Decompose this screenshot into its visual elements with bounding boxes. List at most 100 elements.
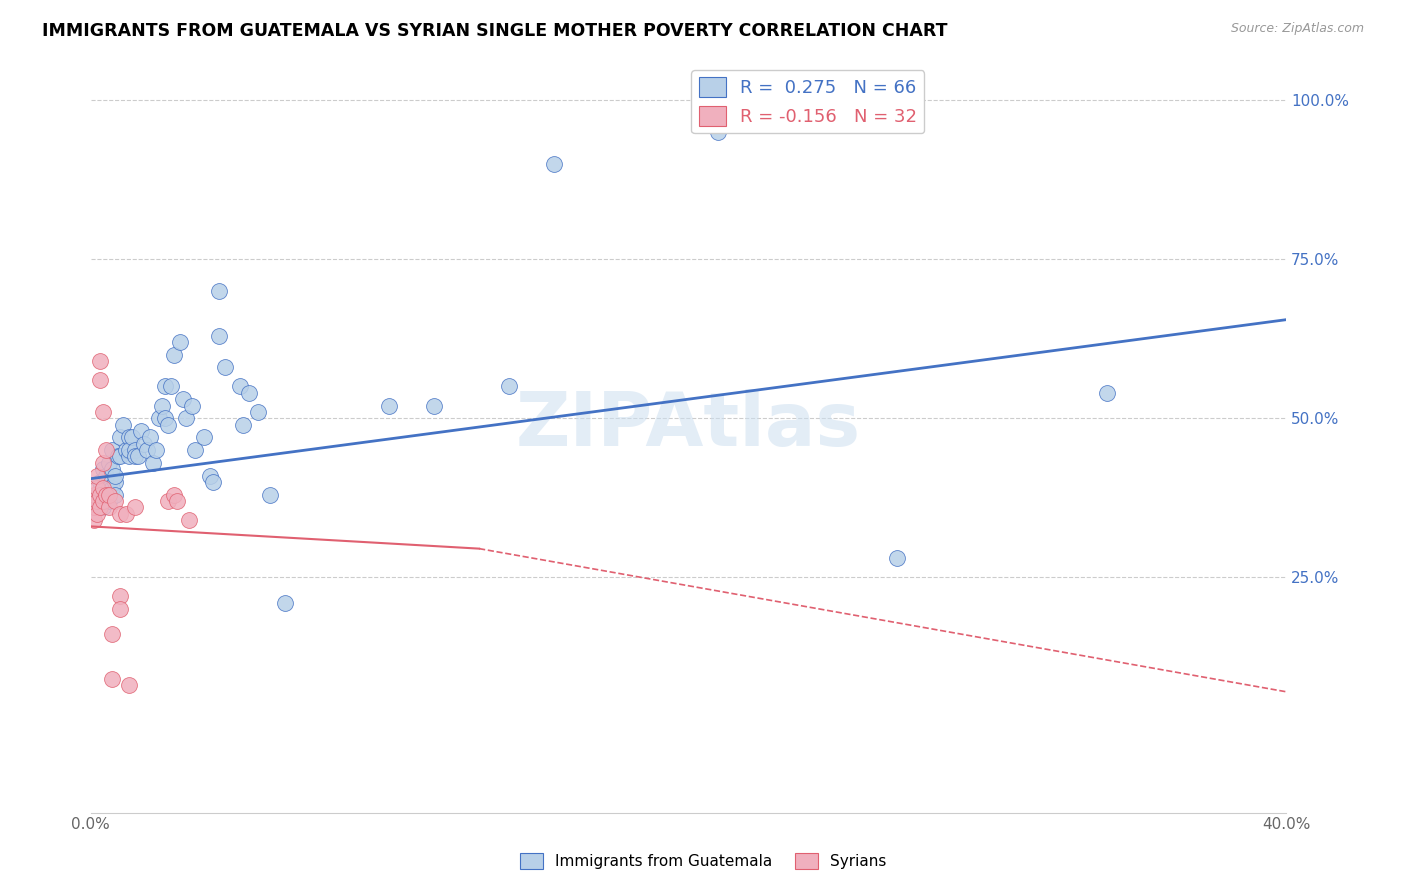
- Point: [134, 436, 156, 450]
- Legend: Immigrants from Guatemala, Syrians: Immigrants from Guatemala, Syrians: [513, 847, 893, 875]
- Point: [124, 500, 146, 515]
- Point: [110, 507, 132, 521]
- Point: [112, 417, 135, 432]
- Point: [157, 494, 180, 508]
- Point: [115, 443, 138, 458]
- Point: [229, 379, 252, 393]
- Point: [145, 443, 167, 458]
- Text: Source: ZipAtlas.com: Source: ZipAtlas.com: [1230, 22, 1364, 36]
- Point: [110, 430, 132, 444]
- Point: [83, 500, 105, 515]
- Point: [169, 334, 191, 349]
- Point: [91, 500, 114, 515]
- Point: [172, 392, 194, 407]
- Point: [110, 450, 132, 464]
- Point: [103, 468, 125, 483]
- Point: [118, 443, 141, 458]
- Point: [886, 551, 908, 566]
- Point: [97, 487, 120, 501]
- Point: [100, 481, 122, 495]
- Point: [238, 385, 260, 400]
- Point: [103, 487, 125, 501]
- Point: [115, 507, 138, 521]
- Point: [155, 411, 177, 425]
- Point: [97, 494, 120, 508]
- Point: [274, 596, 297, 610]
- Point: [86, 494, 108, 508]
- Point: [94, 487, 117, 501]
- Point: [193, 430, 215, 444]
- Point: [246, 405, 269, 419]
- Point: [110, 602, 132, 616]
- Point: [107, 450, 129, 464]
- Point: [163, 348, 186, 362]
- Point: [86, 481, 108, 495]
- Point: [94, 443, 117, 458]
- Point: [124, 450, 146, 464]
- Point: [202, 475, 225, 489]
- Point: [83, 513, 105, 527]
- Point: [97, 500, 120, 515]
- Point: [174, 411, 197, 425]
- Point: [127, 450, 149, 464]
- Point: [121, 430, 143, 444]
- Point: [184, 443, 207, 458]
- Point: [543, 157, 565, 171]
- Point: [94, 494, 117, 508]
- Point: [86, 487, 108, 501]
- Point: [259, 487, 281, 501]
- Point: [208, 284, 231, 298]
- Point: [91, 456, 114, 470]
- Point: [118, 450, 141, 464]
- Point: [89, 500, 111, 515]
- Text: IMMIGRANTS FROM GUATEMALA VS SYRIAN SINGLE MOTHER POVERTY CORRELATION CHART: IMMIGRANTS FROM GUATEMALA VS SYRIAN SING…: [42, 22, 948, 40]
- Point: [94, 468, 117, 483]
- Point: [142, 456, 165, 470]
- Legend: R =  0.275   N = 66, R = -0.156   N = 32: R = 0.275 N = 66, R = -0.156 N = 32: [692, 70, 924, 134]
- Point: [232, 417, 254, 432]
- Point: [208, 328, 231, 343]
- Point: [214, 360, 236, 375]
- Point: [423, 399, 446, 413]
- Point: [166, 494, 188, 508]
- Point: [131, 424, 153, 438]
- Point: [498, 379, 520, 393]
- Point: [89, 354, 111, 368]
- Point: [155, 379, 177, 393]
- Point: [160, 379, 183, 393]
- Point: [198, 468, 221, 483]
- Point: [148, 411, 170, 425]
- Point: [91, 494, 114, 508]
- Point: [83, 487, 105, 501]
- Point: [91, 481, 114, 495]
- Point: [97, 456, 120, 470]
- Point: [163, 487, 186, 501]
- Point: [118, 678, 141, 692]
- Point: [181, 399, 204, 413]
- Point: [139, 430, 162, 444]
- Point: [103, 475, 125, 489]
- Point: [100, 443, 122, 458]
- Point: [91, 405, 114, 419]
- Point: [118, 430, 141, 444]
- Point: [1095, 385, 1118, 400]
- Point: [89, 475, 111, 489]
- Point: [136, 443, 159, 458]
- Point: [94, 487, 117, 501]
- Point: [86, 468, 108, 483]
- Point: [150, 399, 173, 413]
- Point: [103, 494, 125, 508]
- Point: [124, 443, 146, 458]
- Point: [89, 487, 111, 501]
- Point: [91, 462, 114, 476]
- Point: [89, 494, 111, 508]
- Point: [100, 672, 122, 686]
- Point: [157, 417, 180, 432]
- Point: [100, 627, 122, 641]
- Point: [110, 590, 132, 604]
- Point: [97, 481, 120, 495]
- Point: [100, 462, 122, 476]
- Point: [86, 507, 108, 521]
- Text: ZIPAtlas: ZIPAtlas: [516, 389, 860, 462]
- Point: [707, 125, 730, 139]
